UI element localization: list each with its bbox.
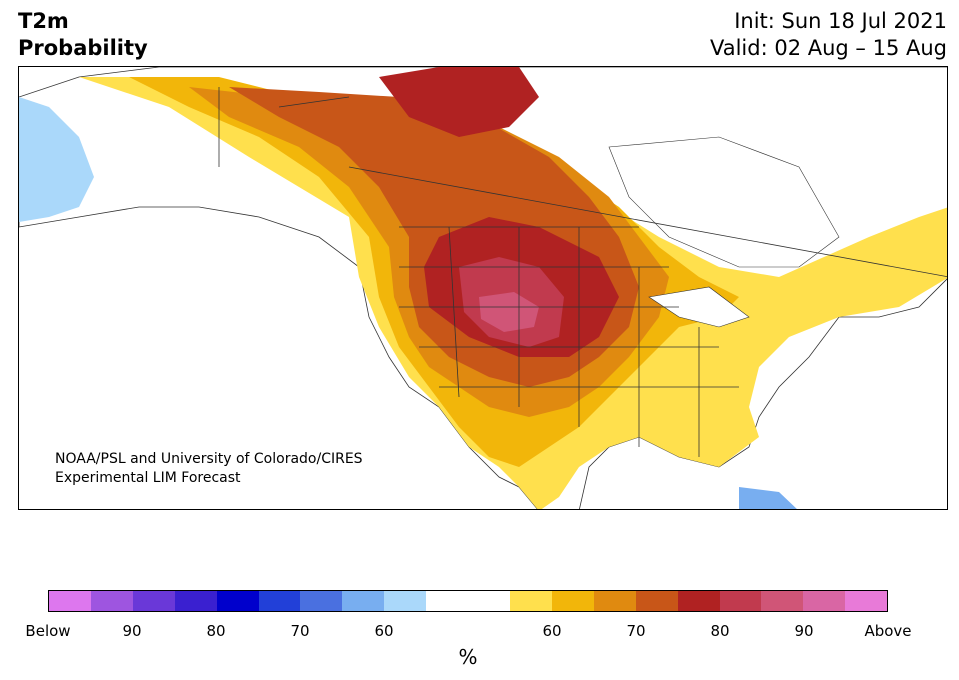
valid-range: Valid: 02 Aug – 15 Aug xyxy=(709,36,947,60)
colorbar-segment xyxy=(593,591,636,611)
colorbar-segment xyxy=(677,591,720,611)
colorbar-segment xyxy=(426,591,469,611)
colorbar-unit-label: % xyxy=(458,645,478,669)
colorbar-segment xyxy=(258,591,301,611)
credit-line-1: NOAA/PSL and University of Colorado/CIRE… xyxy=(55,451,363,467)
forecast-dates: Init: Sun 18 Jul 2021 Valid: 02 Aug – 15… xyxy=(710,8,947,62)
title-line-2: Probability xyxy=(18,36,148,60)
colorbar-tick-label: 70 xyxy=(626,622,646,640)
colorbar-segment xyxy=(803,591,846,611)
colorbar-segment xyxy=(90,591,133,611)
colorbar-tick-label: 90 xyxy=(122,622,142,640)
colorbar-segment xyxy=(719,591,762,611)
colorbar-tick-label: 70 xyxy=(290,622,310,640)
below-60-65-alaska xyxy=(19,97,94,222)
political-borders xyxy=(218,87,947,457)
colorbar-segment xyxy=(551,591,594,611)
init-date: Init: Sun 18 Jul 2021 xyxy=(734,9,947,33)
colorbar-segment xyxy=(845,591,888,611)
great-lakes xyxy=(648,286,750,328)
colorbar-tick-label: Below xyxy=(25,622,71,640)
title-line-1: T2m xyxy=(18,9,69,33)
below-65-70-gulf xyxy=(739,487,797,509)
colorbar-tick-label: 80 xyxy=(206,622,226,640)
colorbar-segment xyxy=(342,591,385,611)
colorbar-segment xyxy=(300,591,343,611)
probability-map xyxy=(18,66,948,510)
hudson-bay xyxy=(608,136,840,268)
colorbar xyxy=(48,590,888,612)
band-85-90 xyxy=(479,292,539,332)
colorbar-segment xyxy=(216,591,259,611)
colorbar-tick-label: Above xyxy=(864,622,912,640)
chart-title: T2m Probability xyxy=(18,8,148,62)
colorbar-segment xyxy=(384,591,427,611)
colorbar-tick-label: 80 xyxy=(710,622,730,640)
colorbar-segment xyxy=(174,591,217,611)
colorbar-segment xyxy=(468,591,510,611)
colorbar-segment xyxy=(509,591,552,611)
band-75-80-north xyxy=(379,67,539,137)
colorbar-segment xyxy=(761,591,804,611)
colorbar-segment xyxy=(635,591,678,611)
colorbar-segment xyxy=(132,591,175,611)
colorbar-tick-label: 60 xyxy=(374,622,394,640)
colorbar-segment xyxy=(49,591,91,611)
colorbar-tick-label: 90 xyxy=(794,622,814,640)
colorbar-tick-label: 60 xyxy=(542,622,562,640)
map-credit: NOAA/PSL and University of Colorado/CIRE… xyxy=(55,450,363,488)
credit-line-2: Experimental LIM Forecast xyxy=(55,470,241,486)
north-america-map xyxy=(19,67,947,509)
